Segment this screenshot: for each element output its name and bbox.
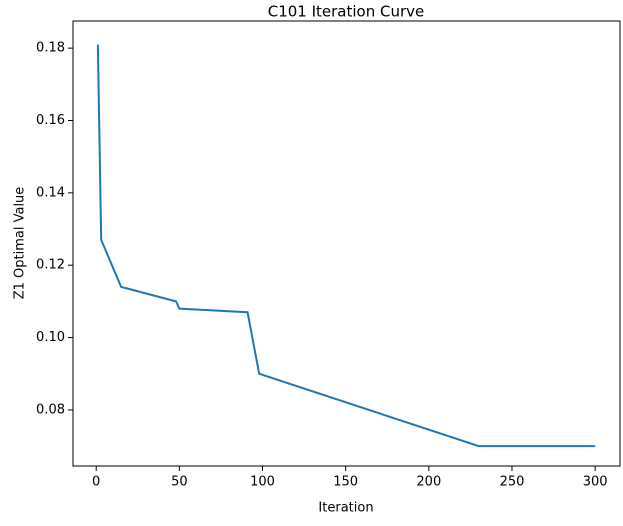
x-tick-label: 150 (333, 475, 358, 490)
x-tick-label: 200 (416, 475, 441, 490)
y-tick-label: 0.16 (36, 113, 65, 128)
x-axis-label: Iteration (318, 501, 373, 516)
data-line (96, 44, 596, 448)
y-tick-label: 0.14 (36, 185, 65, 200)
y-tick-label: 0.10 (36, 330, 65, 345)
y-tick-label: 0.18 (36, 41, 65, 56)
y-tick-label: 0.08 (36, 402, 65, 417)
y-axis-label: Z1 Optimal Value (13, 187, 28, 300)
plot-frame (72, 20, 621, 467)
x-tick-label: 250 (500, 475, 525, 490)
x-tick-label: 50 (171, 475, 188, 490)
y-tick-label: 0.12 (36, 258, 65, 273)
x-tick-label: 300 (583, 475, 608, 490)
chart-title: C101 Iteration Curve (268, 3, 425, 21)
x-tick-label: 0 (92, 475, 100, 490)
x-tick-label: 100 (250, 475, 275, 490)
